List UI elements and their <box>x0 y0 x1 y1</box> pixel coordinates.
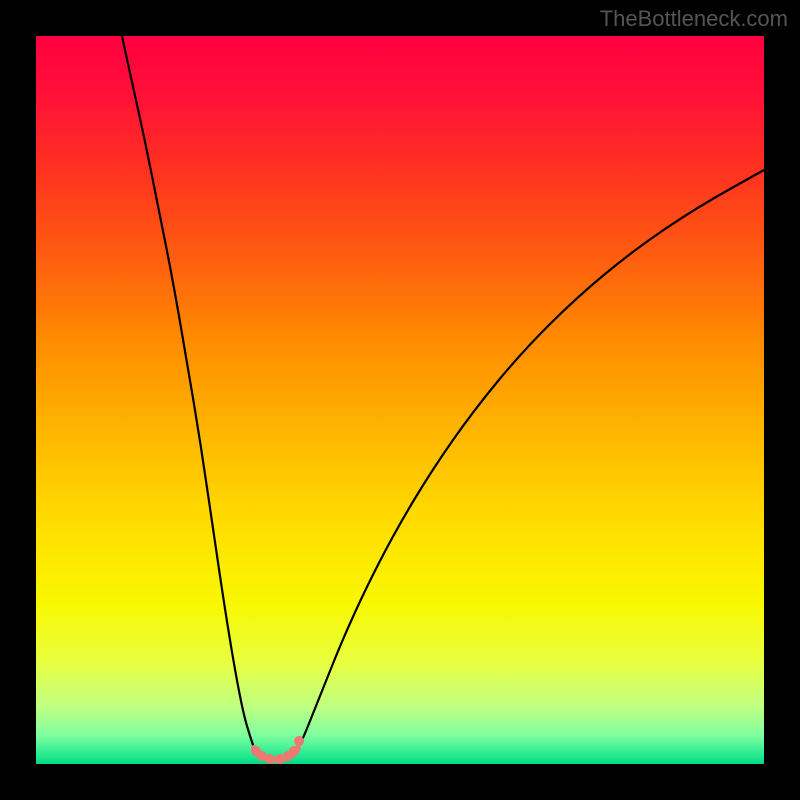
curve-marker <box>294 736 304 746</box>
curve-layer <box>36 36 764 764</box>
curve-left-branch <box>122 36 254 748</box>
curve-right-branch <box>298 170 764 748</box>
curve-marker <box>289 746 299 756</box>
curve-marker <box>265 754 275 764</box>
watermark-text: TheBottleneck.com <box>600 6 788 32</box>
chart-canvas: TheBottleneck.com <box>0 0 800 800</box>
curve-bottom-dots <box>251 736 304 764</box>
plot-area <box>36 36 764 764</box>
